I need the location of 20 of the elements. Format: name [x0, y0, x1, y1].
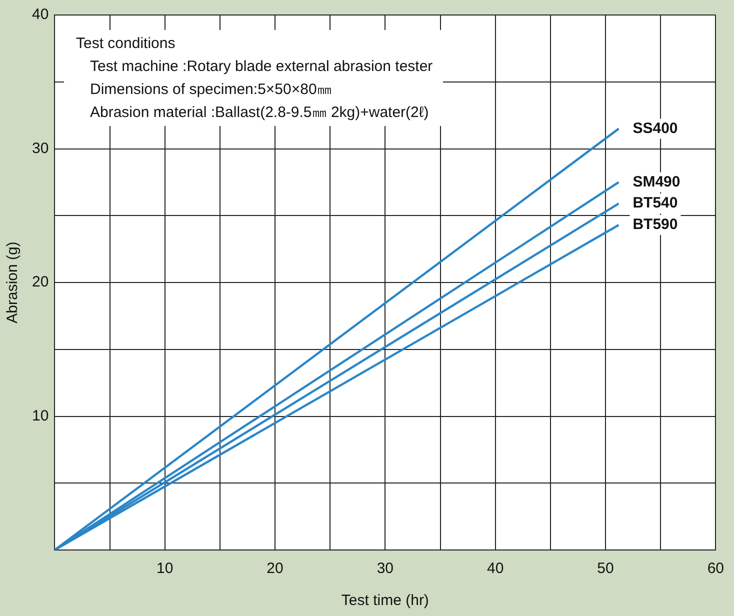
x-tick-label: 40 — [486, 560, 504, 578]
series-label: SS400 — [632, 120, 678, 137]
series-label: BT590 — [632, 216, 678, 234]
annotation: Abrasion material :Ballast(2.8-9.5㎜ 2kg)+water(2ℓ) — [89, 103, 430, 123]
y-axis-title: Abrasion (g) — [4, 242, 22, 324]
x-tick-label: 50 — [597, 560, 614, 578]
annotation: Dimensions of specimen:5×50×80㎜ — [89, 80, 333, 100]
series-label: SM490 — [632, 173, 680, 190]
x-tick-label: 30 — [376, 560, 394, 578]
x-tick-label: 20 — [266, 560, 284, 578]
y-tick-label: 20 — [32, 274, 49, 291]
annotation: Test conditions — [76, 34, 176, 54]
y-tick-label: 10 — [32, 407, 49, 424]
y-tick-label: 40 — [32, 6, 49, 24]
y-tick-label: 30 — [32, 140, 49, 157]
annotation: Test machine :Rotary blade external abrasion tester — [89, 57, 433, 77]
x-tick-label: 10 — [156, 560, 174, 578]
x-tick-label: 60 — [707, 560, 724, 578]
x-axis-title: Test time (hr) — [341, 592, 429, 610]
series-label: BT540 — [632, 194, 678, 212]
